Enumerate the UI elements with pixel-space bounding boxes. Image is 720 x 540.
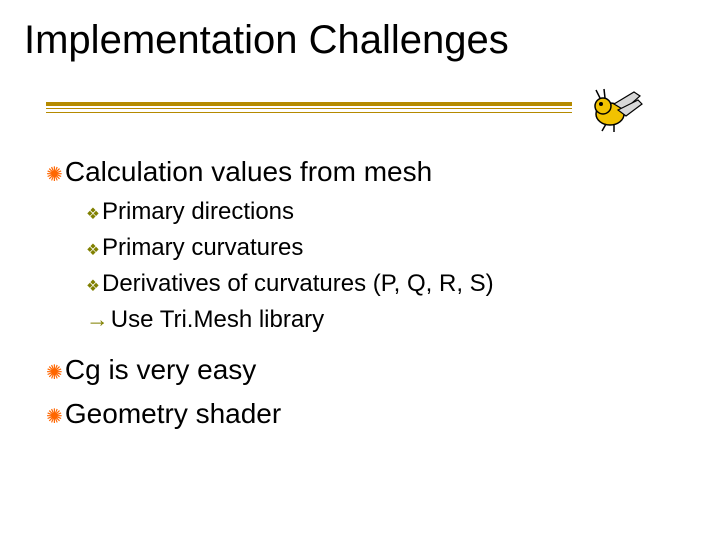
slide: Implementation Challenges ✺Calculation v… <box>0 0 720 540</box>
bullet-text: Primary curvatures <box>102 230 303 266</box>
bullet-level2: ❖Derivatives of curvatures (P, Q, R, S) <box>86 266 666 302</box>
bullet-level1: ✺Calculation values from mesh <box>46 150 666 194</box>
sub-bullet-marker-icon: ❖ <box>86 279 100 295</box>
bullet-level1: ✺Cg is very easy <box>46 348 666 392</box>
bullet-text: Derivatives of curvatures (P, Q, R, S) <box>102 266 494 302</box>
bullet-text: Use Tri.Mesh library <box>111 302 324 338</box>
underline-stroke <box>46 104 572 106</box>
underline-stroke <box>46 108 572 109</box>
sub-bullet-marker-icon: ❖ <box>86 207 100 223</box>
bullet-text: Cg is very easy <box>65 348 256 392</box>
bullet-marker-icon: ✺ <box>46 407 63 427</box>
bullet-level2: →Use Tri.Mesh library <box>86 302 666 338</box>
bullet-marker-icon: ✺ <box>46 165 63 185</box>
bullet-level1: ✺Geometry shader <box>46 392 666 436</box>
bullet-text: Primary directions <box>102 194 294 230</box>
bullet-list: ✺Calculation values from mesh❖Primary di… <box>46 150 666 436</box>
bullet-level2: ❖Primary directions <box>86 194 666 230</box>
mascot-icon <box>590 84 650 137</box>
bullet-level2: ❖Primary curvatures <box>86 230 666 266</box>
underline-stroke <box>46 112 572 113</box>
bullet-text: Geometry shader <box>65 392 281 436</box>
bullet-marker-icon: ✺ <box>46 363 63 383</box>
sub-bullet-marker-icon: ❖ <box>86 243 100 259</box>
slide-title: Implementation Challenges <box>24 18 509 63</box>
bullet-text: Calculation values from mesh <box>65 150 432 194</box>
arrow-icon: → <box>86 308 109 331</box>
